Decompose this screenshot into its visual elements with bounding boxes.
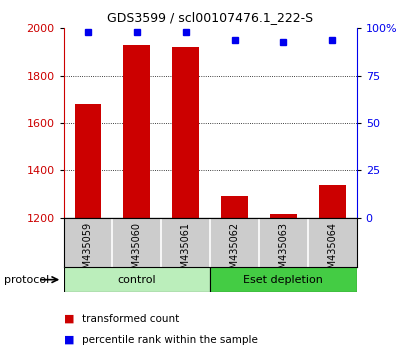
- Text: protocol: protocol: [4, 275, 49, 285]
- Text: GSM435061: GSM435061: [180, 222, 190, 281]
- Bar: [74, 104, 101, 218]
- Bar: [123, 45, 150, 218]
- Text: GSM435060: GSM435060: [132, 222, 142, 281]
- Text: control: control: [117, 275, 156, 285]
- Bar: [209, 267, 356, 292]
- Text: ■: ■: [63, 314, 74, 324]
- Text: Eset depletion: Eset depletion: [243, 275, 323, 285]
- Text: GSM435059: GSM435059: [83, 222, 93, 281]
- Text: percentile rank within the sample: percentile rank within the sample: [82, 335, 257, 345]
- Text: GSM435062: GSM435062: [229, 222, 239, 281]
- Text: GSM435063: GSM435063: [278, 222, 288, 281]
- Title: GDS3599 / scl00107476.1_222-S: GDS3599 / scl00107476.1_222-S: [107, 11, 312, 24]
- Text: ■: ■: [63, 335, 74, 345]
- Bar: [63, 267, 209, 292]
- Text: transformed count: transformed count: [82, 314, 179, 324]
- Bar: [318, 184, 345, 218]
- Bar: [269, 214, 296, 218]
- Text: GSM435064: GSM435064: [326, 222, 337, 281]
- Bar: [220, 196, 247, 218]
- Bar: [172, 47, 199, 218]
